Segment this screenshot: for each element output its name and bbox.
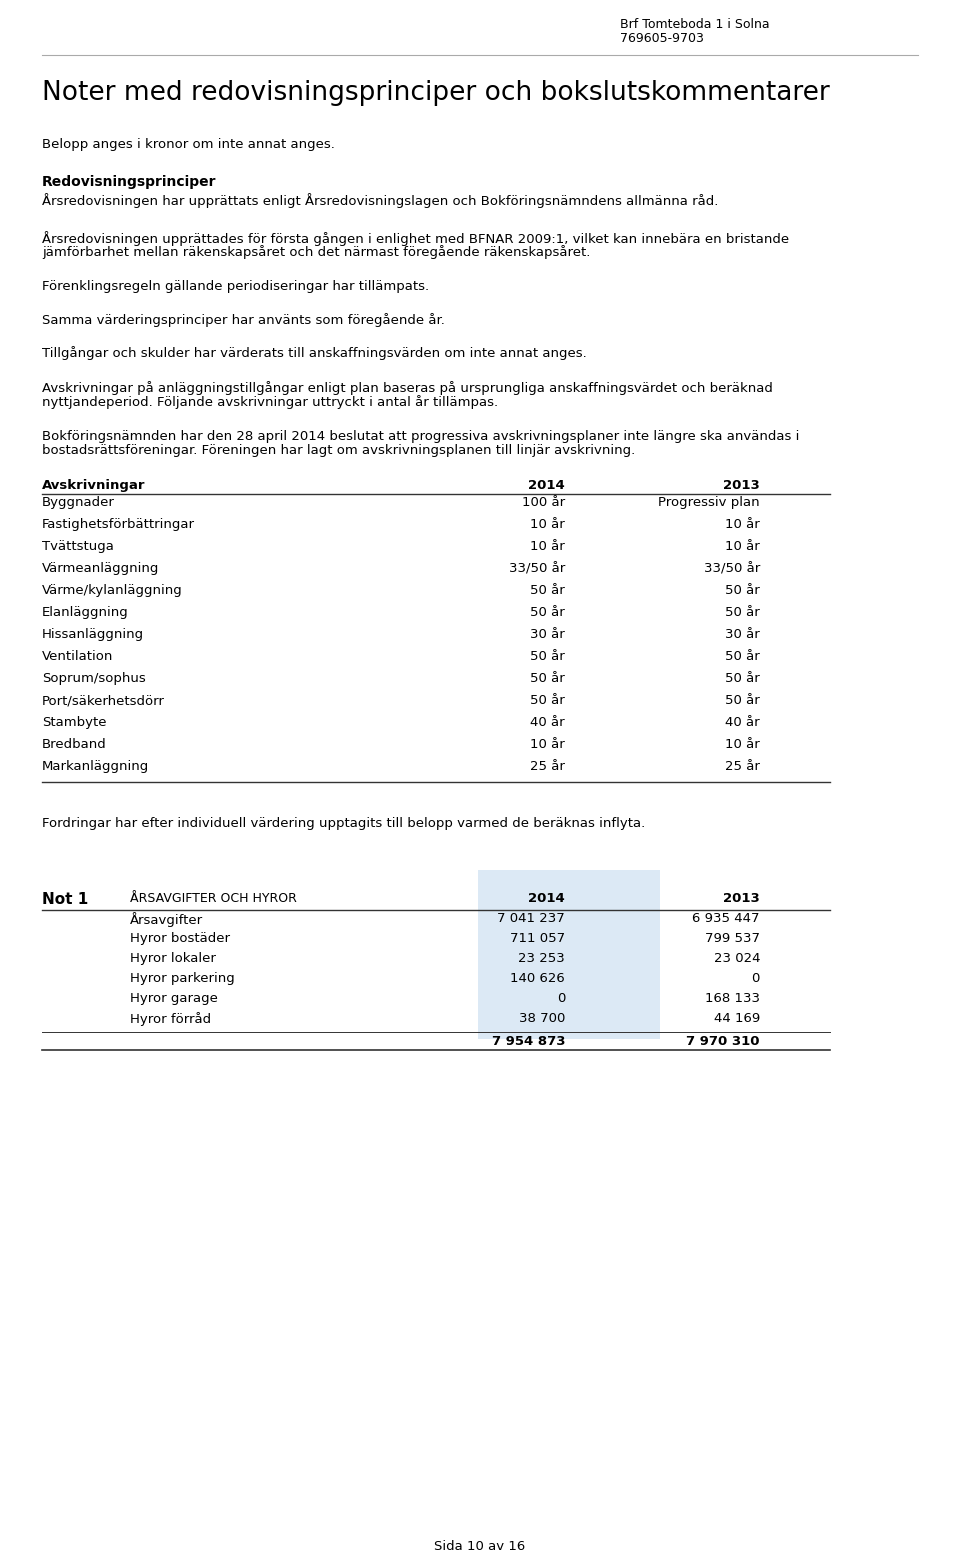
Text: Förenklingsregeln gällande periodiseringar har tillämpats.: Förenklingsregeln gällande periodisering… [42, 280, 429, 293]
Text: 44 169: 44 169 [713, 1012, 760, 1025]
Text: 100 år: 100 år [522, 497, 565, 509]
Text: 50 år: 50 år [530, 650, 565, 663]
Text: Årsredovisningen har upprättats enligt Årsredovisningslagen och Bokföringsnämnde: Årsredovisningen har upprättats enligt Å… [42, 193, 718, 208]
Text: 2013: 2013 [723, 480, 760, 492]
Text: 10 år: 10 år [530, 738, 565, 751]
Text: Not 1: Not 1 [42, 892, 88, 907]
Text: jämförbarhet mellan räkenskapsåret och det närmast föregående räkenskapsåret.: jämförbarhet mellan räkenskapsåret och d… [42, 244, 590, 259]
Text: 140 626: 140 626 [511, 972, 565, 986]
Text: Hyror förråd: Hyror förråd [130, 1012, 211, 1026]
Text: 7 970 310: 7 970 310 [686, 1034, 760, 1048]
Text: Avskrivningar på anläggningstillgångar enligt plan baseras på ursprungliga anska: Avskrivningar på anläggningstillgångar e… [42, 381, 773, 395]
Text: Hissanläggning: Hissanläggning [42, 628, 144, 641]
Text: 38 700: 38 700 [518, 1012, 565, 1025]
Text: Årsredovisningen upprättades för första gången i enlighet med BFNAR 2009:1, vilk: Årsredovisningen upprättades för första … [42, 230, 789, 246]
Text: 30 år: 30 år [725, 628, 760, 641]
Text: 50 år: 50 år [725, 650, 760, 663]
Text: nyttjandeperiod. Följande avskrivningar uttryckt i antal år tillämpas.: nyttjandeperiod. Följande avskrivningar … [42, 395, 498, 409]
Text: Tvättstuga: Tvättstuga [42, 541, 114, 553]
Text: 10 år: 10 år [725, 541, 760, 553]
Text: 40 år: 40 år [726, 716, 760, 729]
Text: 50 år: 50 år [530, 584, 565, 597]
Text: Värmeanläggning: Värmeanläggning [42, 563, 159, 575]
Text: Markanläggning: Markanläggning [42, 760, 149, 773]
Text: Byggnader: Byggnader [42, 497, 115, 509]
Text: 33/50 år: 33/50 år [704, 563, 760, 575]
Text: 10 år: 10 år [530, 541, 565, 553]
Bar [478, 910, 660, 1039]
Text: 6 935 447: 6 935 447 [692, 912, 760, 925]
Text: Stambyte: Stambyte [42, 716, 107, 729]
Text: 50 år: 50 år [530, 672, 565, 685]
Text: Belopp anges i kronor om inte annat anges.: Belopp anges i kronor om inte annat ange… [42, 138, 335, 150]
Text: Fastighetsförbättringar: Fastighetsförbättringar [42, 519, 195, 531]
Text: 0: 0 [557, 992, 565, 1004]
Text: Redovisningsprinciper: Redovisningsprinciper [42, 176, 217, 190]
Text: Bredband: Bredband [42, 738, 107, 751]
Text: Progressiv plan: Progressiv plan [659, 497, 760, 509]
Text: Hyror bostäder: Hyror bostäder [130, 932, 230, 945]
Text: Ventilation: Ventilation [42, 650, 113, 663]
Text: 23 253: 23 253 [518, 953, 565, 965]
Text: 2013: 2013 [723, 892, 760, 906]
Text: Sida 10 av 16: Sida 10 av 16 [434, 1540, 526, 1553]
Text: 2014: 2014 [528, 892, 565, 906]
Text: Hyror parkering: Hyror parkering [130, 972, 235, 986]
Text: Hyror garage: Hyror garage [130, 992, 218, 1004]
Text: Fordringar har efter individuell värdering upptagits till belopp varmed de beräk: Fordringar har efter individuell värderi… [42, 816, 645, 831]
Text: 23 024: 23 024 [713, 953, 760, 965]
Text: 50 år: 50 år [725, 584, 760, 597]
Text: Samma värderingsprinciper har använts som föregående år.: Samma värderingsprinciper har använts so… [42, 313, 444, 328]
Text: Tillgångar och skulder har värderats till anskaffningsvärden om inte annat anges: Tillgångar och skulder har värderats til… [42, 346, 587, 360]
Text: 50 år: 50 år [725, 694, 760, 707]
Text: 769605-9703: 769605-9703 [620, 31, 704, 45]
Text: 10 år: 10 år [725, 738, 760, 751]
Text: 10 år: 10 år [530, 519, 565, 531]
Text: 33/50 år: 33/50 år [509, 563, 565, 575]
Text: 30 år: 30 år [530, 628, 565, 641]
Text: Noter med redovisningsprinciper och bokslutskommentarer: Noter med redovisningsprinciper och boks… [42, 80, 829, 107]
Text: ÅRSAVGIFTER OCH HYROR: ÅRSAVGIFTER OCH HYROR [130, 892, 297, 906]
Text: 10 år: 10 år [725, 519, 760, 531]
Text: 50 år: 50 år [725, 672, 760, 685]
Text: Brf Tomteboda 1 i Solna: Brf Tomteboda 1 i Solna [620, 17, 770, 31]
Text: Värme/kylanläggning: Värme/kylanläggning [42, 584, 182, 597]
Text: bostadsrättsföreningar. Föreningen har lagt om avskrivningsplanen till linjär av: bostadsrättsföreningar. Föreningen har l… [42, 443, 636, 458]
Text: Elanläggning: Elanläggning [42, 606, 129, 619]
Text: 50 år: 50 år [725, 606, 760, 619]
Text: Hyror lokaler: Hyror lokaler [130, 953, 216, 965]
Text: Årsavgifter: Årsavgifter [130, 912, 204, 928]
Text: 40 år: 40 år [530, 716, 565, 729]
Text: 2014: 2014 [528, 480, 565, 492]
Text: Port/säkerhetsdörr: Port/säkerhetsdörr [42, 694, 165, 707]
Bar [478, 870, 660, 914]
Text: 0: 0 [752, 972, 760, 986]
Text: Bokföringsnämnden har den 28 april 2014 beslutat att progressiva avskrivningspla: Bokföringsnämnden har den 28 april 2014 … [42, 429, 800, 443]
Text: 25 år: 25 år [725, 760, 760, 773]
Text: Avskrivningar: Avskrivningar [42, 480, 146, 492]
Text: 168 133: 168 133 [705, 992, 760, 1004]
Text: 50 år: 50 år [530, 606, 565, 619]
Text: 7 041 237: 7 041 237 [497, 912, 565, 925]
Text: Soprum/sophus: Soprum/sophus [42, 672, 146, 685]
Text: 7 954 873: 7 954 873 [492, 1034, 565, 1048]
Text: 50 år: 50 år [530, 694, 565, 707]
Text: 799 537: 799 537 [705, 932, 760, 945]
Text: 711 057: 711 057 [510, 932, 565, 945]
Text: 25 år: 25 år [530, 760, 565, 773]
